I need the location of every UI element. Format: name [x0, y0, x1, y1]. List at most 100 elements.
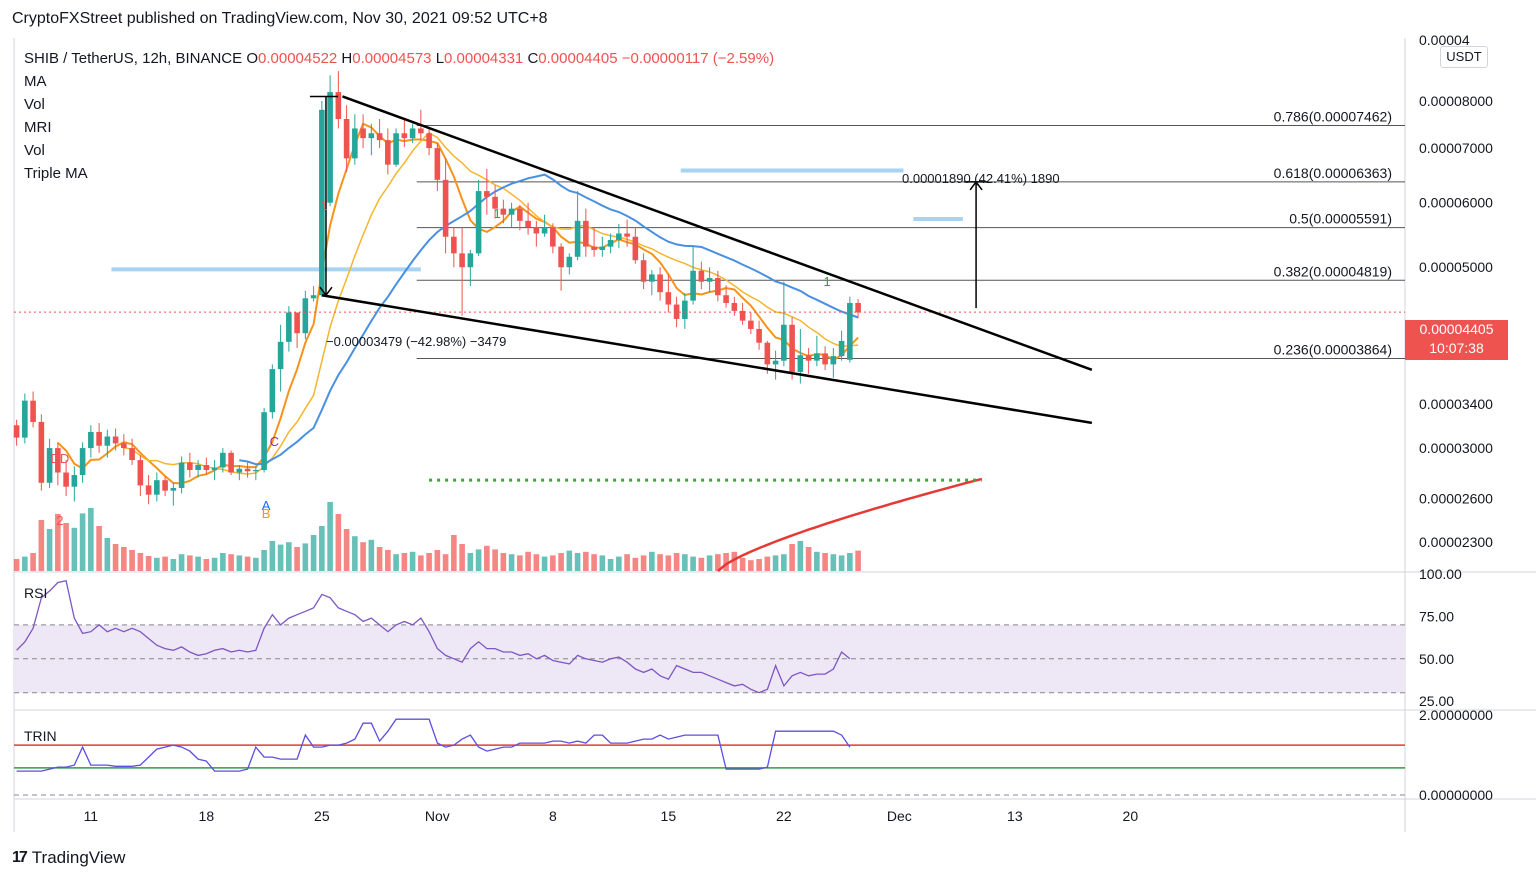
candle-body [294, 312, 300, 334]
volume-bar [13, 559, 20, 571]
price-tick-label: 0.00008000 [1419, 93, 1493, 109]
candle-body [789, 324, 795, 372]
candle-body [649, 274, 655, 282]
candle-body [772, 360, 779, 365]
volume-bar [797, 541, 804, 571]
indicator-vol[interactable]: Vol [24, 96, 45, 113]
candle-body [814, 353, 820, 361]
volume-bar [772, 555, 779, 571]
candle-body [368, 133, 375, 139]
volume-bar [814, 551, 820, 571]
volume-bar [236, 555, 243, 571]
candle-body [79, 448, 86, 476]
volume-bar [30, 553, 36, 571]
candle-body [145, 485, 152, 495]
candle-body [657, 274, 663, 293]
trin-tick-label: 2.00000000 [1419, 707, 1493, 723]
candle-body [591, 246, 597, 250]
candle-body [640, 260, 647, 282]
brand-name: TradingView [31, 848, 126, 867]
volume-bar [541, 556, 548, 571]
price-tick-label: 0.00006000 [1419, 195, 1493, 211]
volume-bar [203, 559, 210, 571]
candle-body [302, 298, 309, 334]
candle-body [550, 227, 556, 247]
candle-body [376, 133, 383, 141]
candle-body [261, 412, 267, 470]
candle-body [244, 468, 251, 472]
symbol-label[interactable]: SHIB / TetherUS, 12h, BINANCE [24, 50, 243, 67]
candle-body [830, 356, 837, 365]
volume-bar [352, 536, 358, 571]
time-tick-label: Dec [887, 808, 912, 824]
candle-body [343, 118, 350, 159]
time-tick-label: 8 [549, 808, 557, 824]
candle-body [277, 341, 284, 370]
ohlc-row: SHIB / TetherUS, 12h, BINANCE O0.0000452… [24, 47, 774, 70]
volume-bar [401, 553, 408, 571]
indicator-ma[interactable]: MA [24, 73, 47, 90]
rsi-tick-label: 75.00 [1419, 608, 1454, 624]
candle-body [170, 488, 177, 491]
rsi-pane-label[interactable]: RSI [24, 585, 48, 601]
high-value: 0.00004573 [352, 50, 432, 67]
volume-bar [310, 535, 317, 571]
volume-bar [484, 545, 490, 571]
currency-badge[interactable]: USDT [1440, 46, 1488, 68]
volume-bar [137, 553, 144, 571]
volume-bar [38, 520, 45, 571]
volume-bar [442, 554, 449, 571]
candle-body [599, 246, 606, 250]
volume-bar [574, 553, 581, 571]
candle-body [253, 469, 259, 472]
volume-bar [616, 556, 622, 571]
candle-body [104, 436, 111, 446]
volume-bar [393, 554, 399, 571]
tradingview-brand[interactable]: 17 TradingView [12, 848, 125, 868]
candle-body [665, 292, 672, 305]
volume-bar [343, 529, 350, 571]
candle-body [682, 300, 688, 319]
price-tick-label: 0.00004 [1419, 32, 1470, 48]
candle-body [715, 278, 721, 296]
fib-level-label: 0.786(0.00007462) [1274, 108, 1392, 124]
price-tick-label: 0.00007000 [1419, 140, 1493, 156]
indicator-mri[interactable]: MRI [24, 119, 52, 136]
indicator-triple-ma[interactable]: Triple MA [24, 165, 88, 182]
volume-bar [748, 560, 754, 571]
volume-bar [195, 556, 201, 571]
volume-bar [673, 553, 680, 571]
candle-body [475, 191, 482, 254]
candle-body [13, 425, 20, 438]
volume-bar [55, 514, 61, 571]
volume-bar [426, 553, 432, 571]
candle-body [723, 295, 729, 303]
price-tick-label: 0.00003000 [1419, 440, 1493, 456]
candle-body [393, 133, 399, 165]
time-tick-label: 18 [199, 808, 215, 824]
volume-bar [739, 557, 746, 571]
candle-body [178, 462, 185, 489]
volume-bar [253, 557, 259, 571]
volume-bar [88, 508, 94, 571]
trin-pane-label[interactable]: TRIN [24, 728, 57, 744]
candle-body [838, 340, 845, 357]
indicator-vol-2[interactable]: Vol [24, 142, 45, 159]
close-value: 0.00004405 [538, 50, 618, 67]
candle-body [764, 342, 771, 365]
volume-bar [145, 556, 152, 571]
volume-bar [451, 535, 457, 571]
candle-body [822, 353, 828, 365]
volume-bar [129, 550, 135, 571]
volume-bar [178, 554, 185, 571]
candle-body [286, 312, 292, 342]
volume-bar [187, 555, 193, 571]
volume-bar [269, 541, 276, 571]
volume-bar [104, 538, 111, 571]
change-value: −0.00000117 (−2.59%) [621, 50, 775, 67]
candle-body [360, 128, 366, 139]
candle-body [451, 236, 457, 254]
time-tick-label: 25 [314, 808, 330, 824]
